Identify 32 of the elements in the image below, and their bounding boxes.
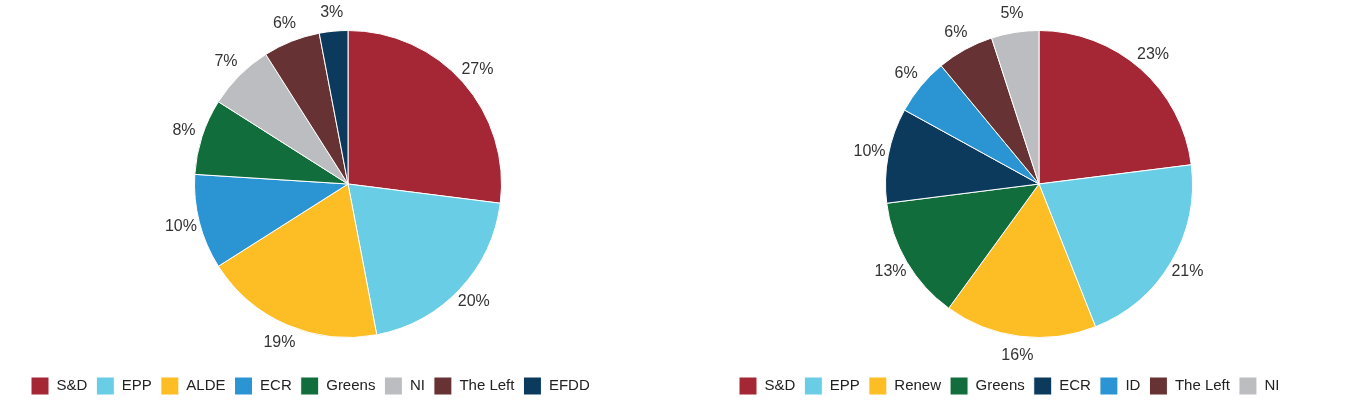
legend-label: The Left [459, 376, 516, 394]
legend-label: Greens [326, 376, 376, 394]
data-label: 13% [874, 262, 907, 280]
legend-label: Greens [975, 376, 1025, 394]
data-label: 7% [214, 52, 238, 70]
data-label: 20% [457, 292, 490, 310]
data-label: 5% [1000, 4, 1024, 22]
data-label: 27% [461, 60, 494, 78]
data-label: 23% [1137, 45, 1170, 63]
data-label: 3% [320, 2, 344, 20]
legend-label: EPP [121, 376, 152, 394]
data-label: 6% [272, 14, 297, 32]
legend-label: EPP [829, 376, 860, 394]
legend-label: S&D [56, 376, 88, 394]
legend-label: ECR [260, 376, 292, 394]
legend-label: NI [409, 376, 425, 394]
legend-label: The Left [1174, 376, 1231, 394]
legend-label: S&D [764, 376, 796, 394]
legend-label: EFDD [548, 376, 590, 394]
data-label: 21% [1171, 262, 1204, 280]
data-label: 16% [1001, 345, 1034, 363]
legend-label: Renew [894, 376, 942, 394]
data-label: 19% [263, 332, 296, 350]
data-label: 6% [894, 64, 918, 82]
legend-label: NI [1264, 376, 1280, 394]
data-label: 10% [853, 142, 886, 160]
data-label: 6% [944, 23, 968, 41]
data-label: 8% [172, 121, 196, 139]
legend-label: ALDE [186, 376, 226, 394]
legend-label: ECR [1059, 376, 1092, 394]
data-label: 10% [164, 217, 197, 235]
legend-label: ID [1125, 376, 1141, 394]
